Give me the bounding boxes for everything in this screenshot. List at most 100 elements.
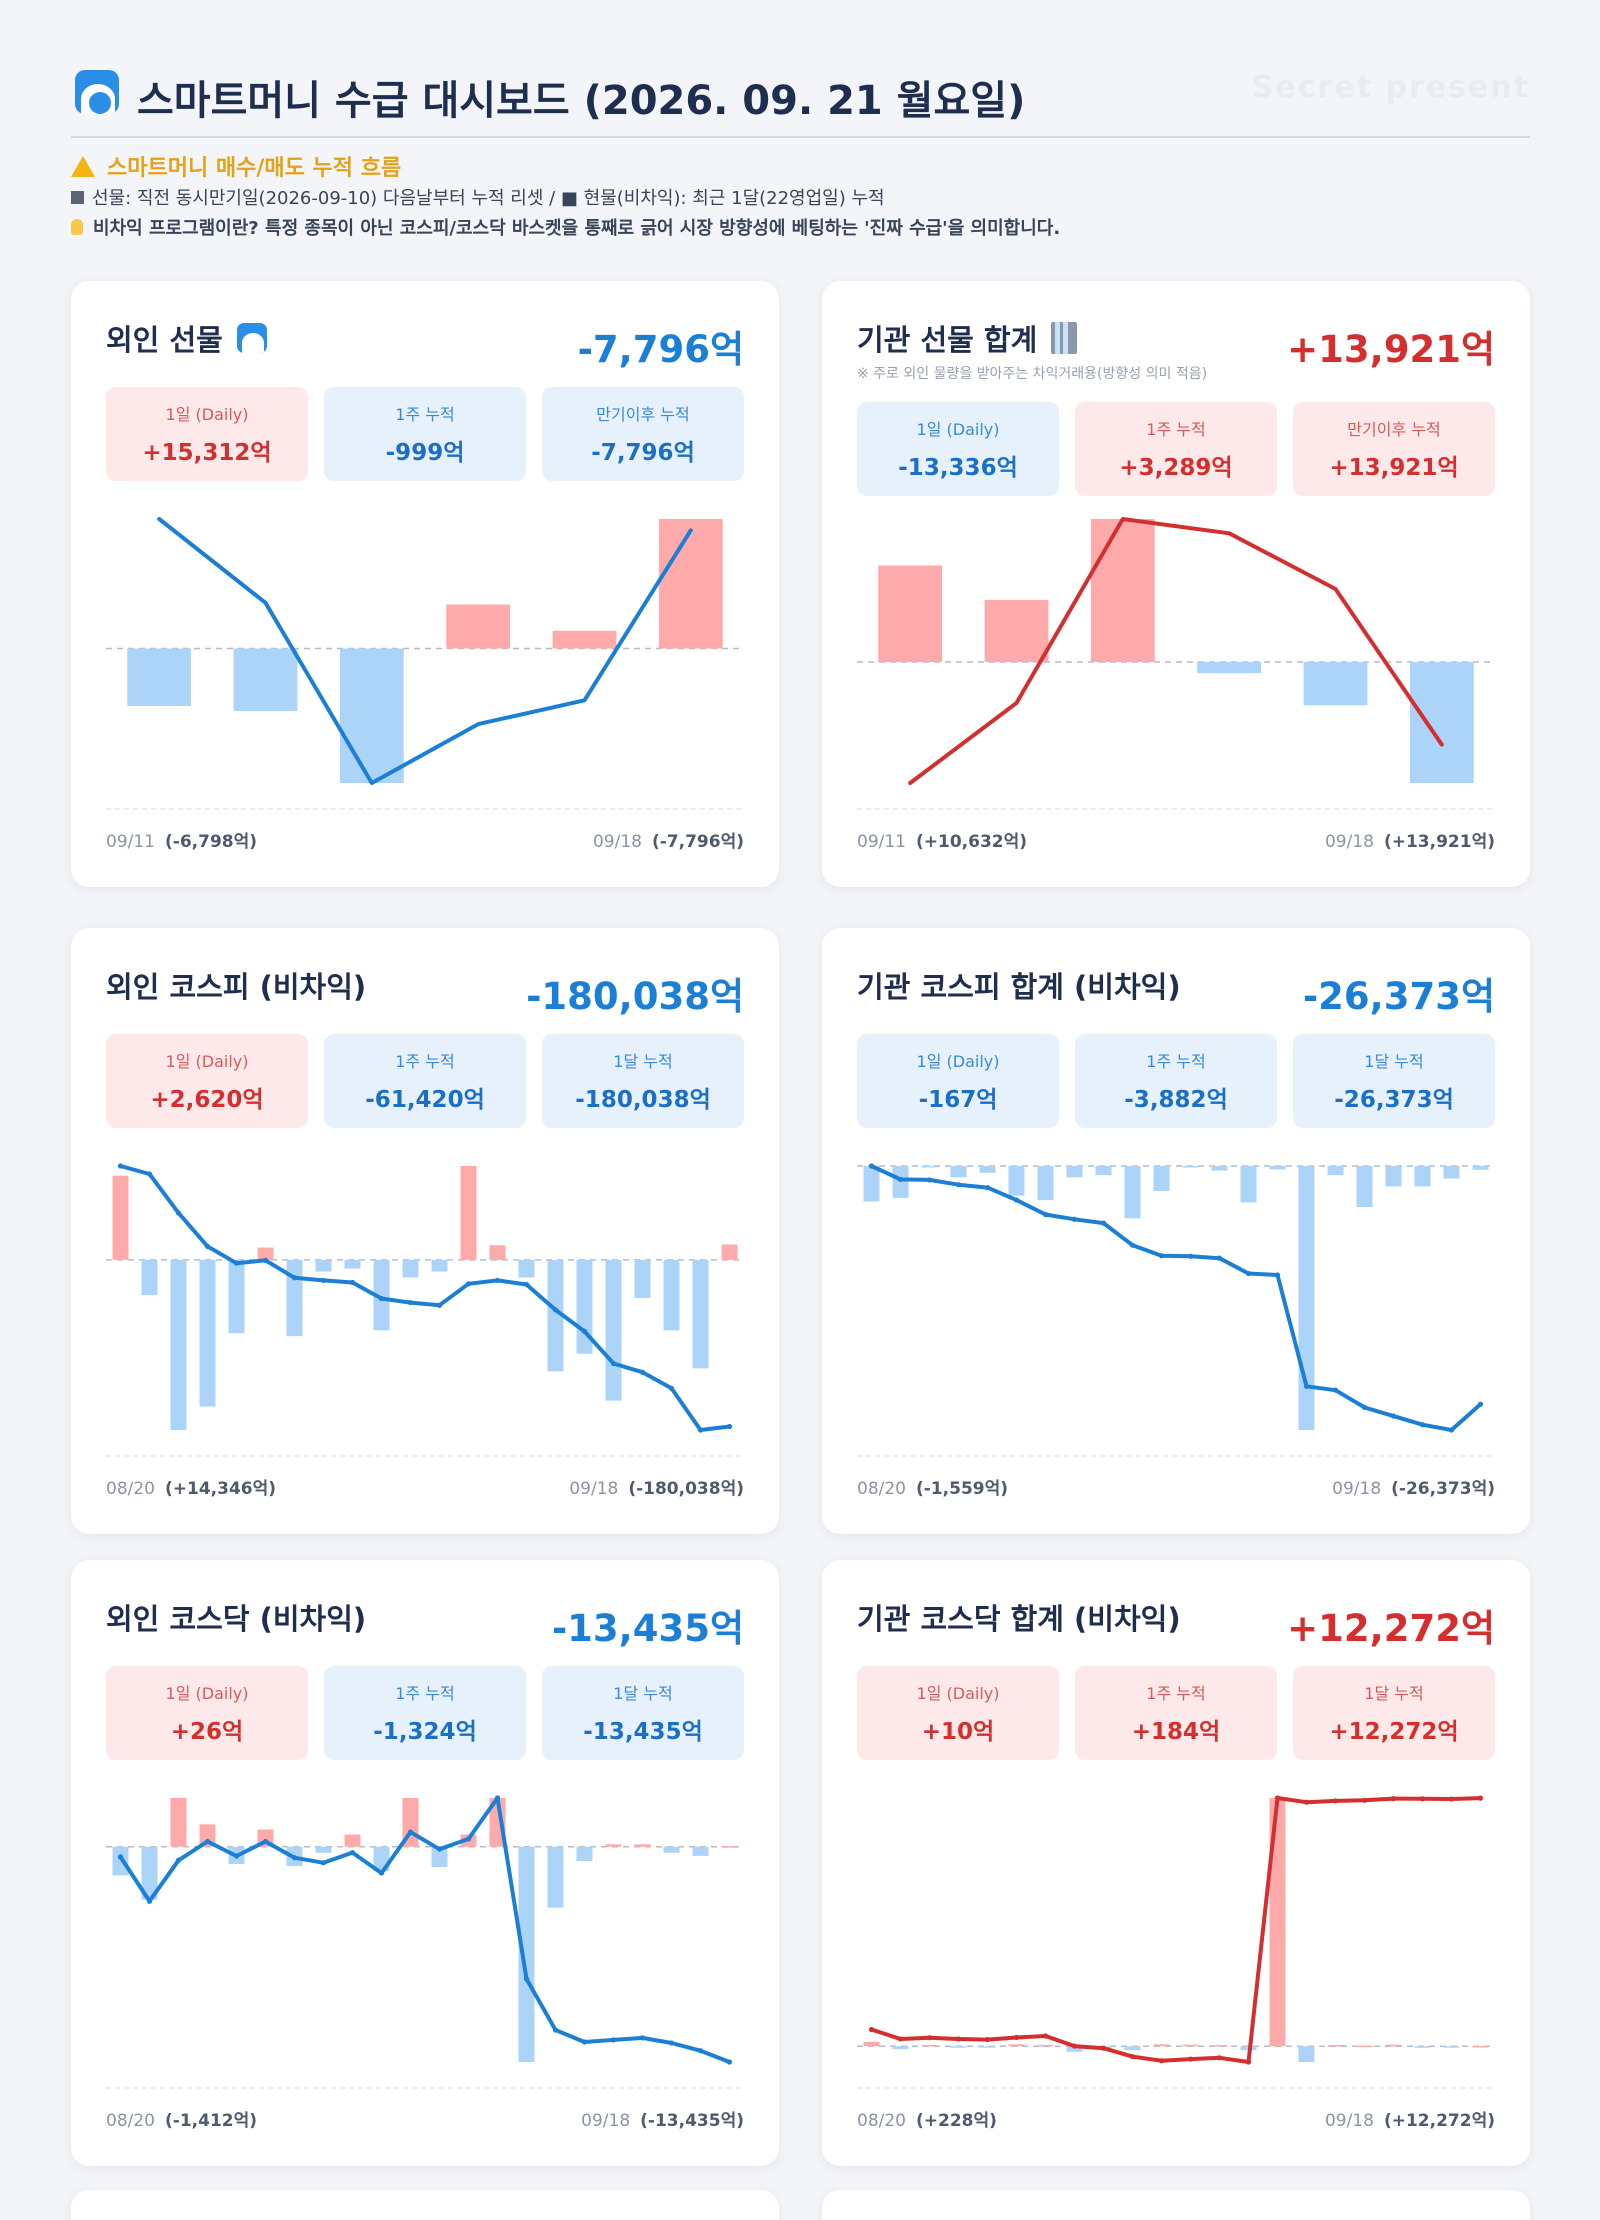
line-point: [1390, 1413, 1397, 1419]
stat-label: 1달 누적: [613, 1684, 673, 1703]
footer-end-date: 09/18: [1324, 832, 1374, 852]
cumulative-line: [157, 517, 693, 785]
footer-end-date: 09/18: [1332, 1479, 1382, 1499]
line-point: [1216, 2055, 1223, 2061]
line-point: [1100, 1220, 1107, 1226]
footer-start: 09/11 (+10,632억): [857, 827, 1027, 852]
bar: [286, 1259, 303, 1337]
line-point: [984, 2036, 991, 2043]
card-title: 외인 코스닥 (비차익): [106, 1596, 366, 1638]
line-point: [465, 1281, 472, 1287]
bar: [605, 1844, 622, 1847]
stat-label: 1일 (Daily): [916, 420, 1000, 439]
card-title-text: 기관 코스닥 합계 (비차익): [857, 1602, 1181, 1636]
bar: [721, 1244, 738, 1260]
chart-svg: [106, 1795, 744, 2089]
line-point: [117, 1163, 124, 1169]
line-point: [494, 1277, 501, 1284]
card-total: -26,373억: [1302, 975, 1495, 1018]
stat-label: 1주 누적: [395, 1684, 455, 1703]
info-line-2: 비차익 프로그램이란? 특정 종목이 아닌 코스피/코스닥 바스켓을 통째로 긁…: [71, 212, 1531, 242]
bar: [692, 1259, 709, 1369]
bar: [863, 2041, 880, 2047]
line-point: [291, 1275, 298, 1281]
line-point: [1303, 1383, 1310, 1389]
stat-box: 1주 누적 -61,420억: [324, 1034, 526, 1128]
chart-footer: 08/20 (-1,412억) 09/18 (-13,435억): [106, 2106, 744, 2131]
stat-label: 1주 누적: [395, 1052, 455, 1071]
footer-end-date: 09/18: [592, 832, 642, 852]
line-point: [378, 1870, 385, 1876]
card-total: -13,435억: [551, 1607, 744, 1650]
line-point: [581, 1328, 588, 1334]
bar: [1385, 1166, 1402, 1187]
line-point: [1361, 1797, 1368, 1803]
line-point: [639, 1369, 646, 1375]
line-point: [1274, 1272, 1281, 1278]
bar: [892, 2046, 909, 2050]
line-point: [926, 2035, 933, 2041]
footer-end: 09/18 (+13,921억): [1325, 827, 1495, 852]
stat-label: 1일 (Daily): [165, 1052, 249, 1071]
stat-label: 1일 (Daily): [165, 1684, 249, 1703]
stat-box: 1달 누적 -26,373억: [1293, 1034, 1495, 1128]
bar: [228, 1259, 245, 1334]
info-line-2-text: 비차익 프로그램이란? 특정 종목이 아닌 코스피/코스닥 바스켓을 통째로 긁…: [93, 218, 1061, 239]
bar: [1385, 2044, 1402, 2047]
line-point: [407, 1299, 414, 1306]
bar: [1095, 1166, 1112, 1176]
bar: [112, 1175, 129, 1260]
footer-start: 08/20 (+14,346억): [106, 1474, 276, 1499]
stat-box: 1일 (Daily) +26억: [106, 1666, 308, 1760]
bar: [1356, 1166, 1373, 1207]
bar: [1153, 1166, 1170, 1192]
line-point: [1477, 1401, 1484, 1407]
card-peek-left: [71, 2190, 779, 2220]
bar: [1090, 519, 1155, 663]
footer-start-date: 09/11: [857, 832, 906, 852]
line-point: [1361, 1404, 1368, 1411]
bar: [1066, 2046, 1083, 2052]
footer-end: 09/18 (-180,038억): [569, 1474, 744, 1499]
card-inst-kosdaq: 기관 코스닥 합계 (비차익) +12,272억 1일 (Daily) +10억 1주 …: [822, 1560, 1530, 2166]
stat-label: 1일 (Daily): [916, 1052, 1000, 1071]
chart-footer: 08/20 (+228억) 09/18 (+12,272억): [857, 2106, 1495, 2131]
line-point: [1419, 1796, 1426, 1802]
line-point: [233, 1853, 240, 1859]
stat-box: 1주 누적 -3,882억: [1075, 1034, 1277, 1128]
stat-box: 1일 (Daily) +10억: [857, 1666, 1059, 1760]
line-point: [581, 2039, 588, 2045]
line-point: [897, 2036, 904, 2042]
bar: [257, 1247, 274, 1260]
footer-start-date: 09/11: [106, 832, 155, 852]
bar: [1182, 2044, 1199, 2047]
card-title: 기관 코스피 합계 (비차익): [857, 964, 1181, 1006]
stat-value: +10억: [921, 1719, 995, 1745]
cumulative-line: [908, 517, 1444, 785]
stat-box: 1달 누적 -180,038억: [542, 1034, 744, 1128]
line-point: [1274, 1795, 1281, 1801]
line-point: [1129, 2053, 1136, 2060]
card-total: +13,921억: [1287, 328, 1495, 371]
line-point: [955, 1182, 962, 1188]
bar: [1303, 662, 1368, 706]
bar: [1409, 662, 1474, 783]
card-inst-kospi: 기관 코스피 합계 (비차익) -26,373억 1일 (Daily) -167억 1주…: [822, 928, 1530, 1534]
bar: [431, 1259, 448, 1272]
bar: [339, 648, 404, 783]
line-point: [320, 1277, 327, 1284]
bar: [170, 1798, 187, 1847]
line-point: [955, 2036, 962, 2042]
card-peek-right: [822, 2190, 1530, 2220]
bar: [1443, 1166, 1460, 1179]
stat-boxes: 1일 (Daily) +2,620억 1주 누적 -61,420억 1달 누적 -180,…: [106, 1034, 744, 1128]
line-point: [1332, 1387, 1339, 1393]
line-point: [349, 1279, 356, 1286]
lightbulb-icon: [71, 219, 83, 235]
stat-boxes: 1일 (Daily) +15,312억 1주 누적 -999억 만기이후 누적 -7,79…: [106, 387, 744, 481]
line-point: [1071, 1216, 1078, 1222]
line-point: [320, 1860, 327, 1866]
line-point: [117, 1854, 124, 1860]
card-title-text: 기관 코스피 합계 (비차익): [857, 970, 1181, 1004]
chart: [106, 1790, 744, 2090]
